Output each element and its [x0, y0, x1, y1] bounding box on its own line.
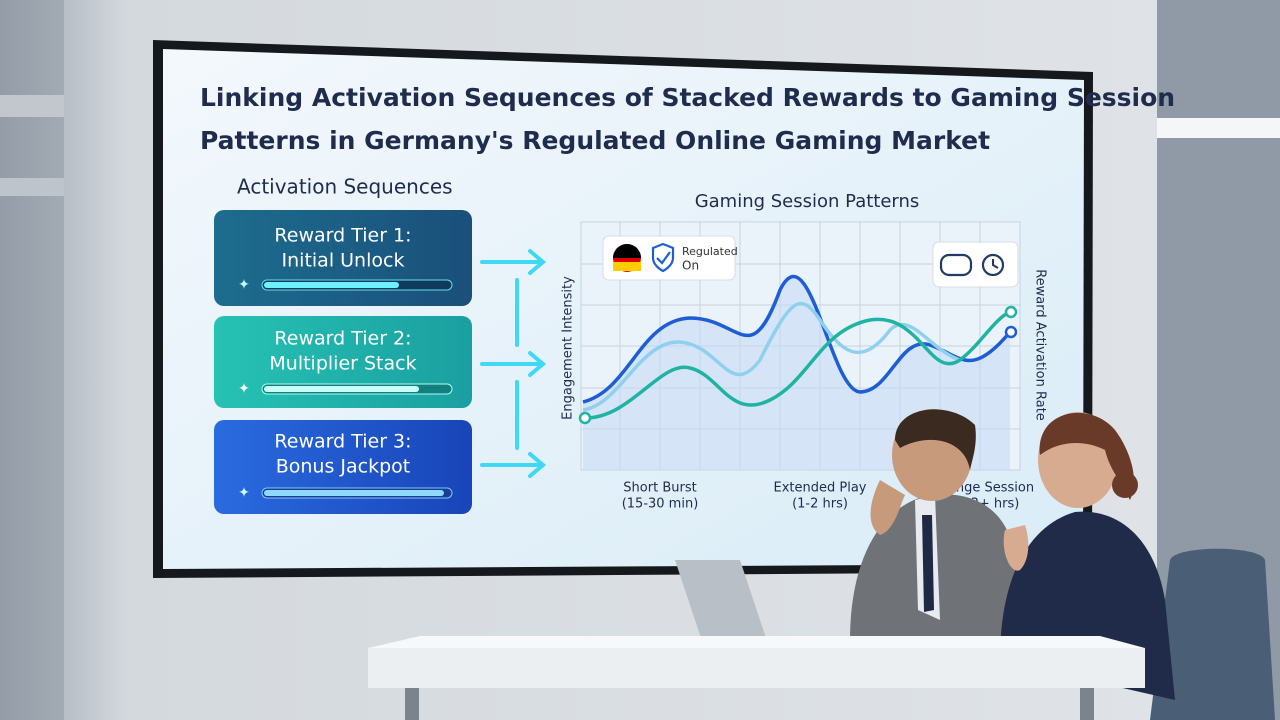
chair: [1150, 548, 1275, 720]
curve: [582, 310, 1011, 420]
gamepad-icon: [939, 253, 973, 277]
ceiling-light: [1157, 118, 1280, 138]
man: [850, 409, 1020, 650]
left-wall: [0, 0, 64, 720]
tier: Reward Tier 1: Initial Unlock ✦: [214, 210, 472, 306]
title: Patterns in Germany's Regulated Online G…: [200, 126, 990, 155]
table-top: [368, 636, 1145, 648]
clock-icon: [981, 253, 1005, 277]
tier: Reward Tier 3: Bonus Jackpot ✦: [214, 420, 472, 514]
curve: [582, 301, 961, 412]
tier-label: Initial Unlock: [282, 250, 405, 272]
chart-title: Gaming Session Patterns: [695, 191, 920, 212]
endpoint: [578, 411, 592, 425]
x-label: nge Session: [956, 481, 1034, 496]
y-axis-label: Engagement Intensity: [561, 276, 576, 420]
x-label: Short Burst: [623, 481, 696, 496]
badge: Regulated On: [602, 235, 738, 281]
tier-label: Reward Tier 2:: [274, 328, 411, 350]
x-label: Extended Play: [774, 481, 867, 496]
sparkle: ✦: [238, 381, 250, 397]
sparkle: ✦: [238, 277, 250, 293]
progress-fill: [264, 490, 444, 496]
table-leg: [1080, 688, 1094, 720]
x-label: (15-30 min): [622, 497, 699, 512]
clock-hands: [992, 259, 999, 269]
progress-fill: [264, 282, 399, 288]
icons: [932, 241, 1019, 288]
icon-box: [932, 241, 1019, 288]
sparkle: ✦: [238, 485, 250, 501]
badge-text: Regulated: [682, 245, 738, 258]
endpoint: [1004, 325, 1018, 339]
table-leg: [405, 688, 419, 720]
tier-label: Reward Tier 1:: [274, 225, 411, 247]
flag: [613, 262, 641, 271]
laptop: [675, 560, 770, 650]
title: Linking Activation Sequences of Stacked …: [200, 83, 1175, 112]
badge-text: On: [682, 259, 699, 273]
progress-fill: [264, 386, 419, 392]
tier-label: Bonus Jackpot: [276, 456, 411, 478]
y2-axis-label: Reward Activation Rate: [1033, 269, 1048, 421]
curve: [582, 274, 1012, 404]
shield-icon: [651, 242, 675, 273]
arrows: [480, 249, 547, 478]
tier: Reward Tier 2: Multiplier Stack ✦: [214, 316, 472, 408]
tier-label: Multiplier Stack: [269, 353, 416, 375]
endpoint: [1004, 305, 1018, 319]
tier-label: Reward Tier 3:: [274, 431, 411, 453]
x-label: (1-2 hrs): [792, 497, 848, 512]
section-heading: Activation Sequences: [237, 175, 453, 199]
flag: [613, 244, 641, 258]
table: [368, 648, 1145, 688]
